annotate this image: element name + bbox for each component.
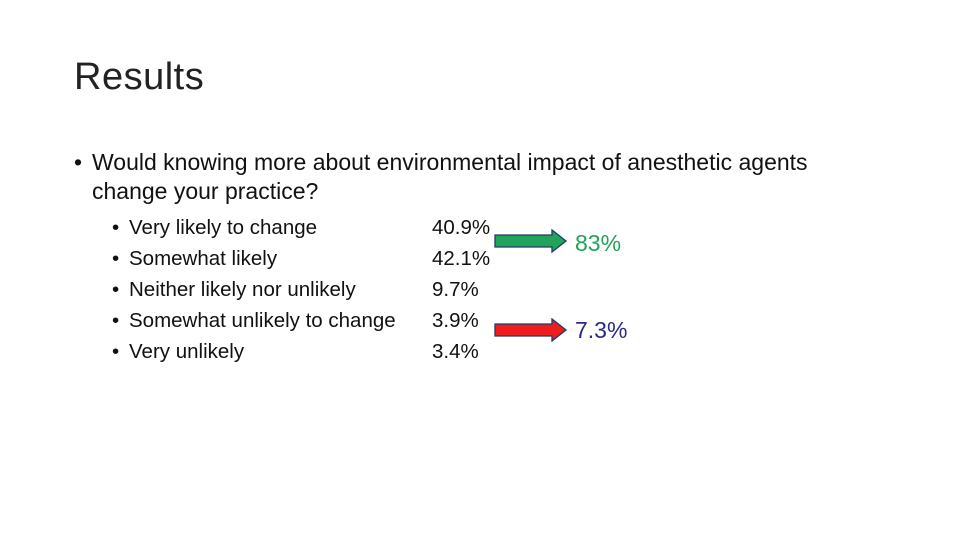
slide-title: Results: [74, 56, 205, 98]
right-arrow-icon: [494, 229, 568, 253]
response-value: 40.9%: [432, 216, 491, 239]
response-value: 42.1%: [432, 247, 491, 270]
response-value: 3.4%: [432, 340, 479, 363]
response-label: Somewhat likely: [129, 247, 278, 270]
question-bullet-item: • Would knowing more about environmental…: [74, 148, 854, 206]
bullet-marker: •: [112, 247, 120, 270]
response-label: Very unlikely: [129, 340, 245, 363]
response-label: Neither likely nor unlikely: [129, 278, 356, 301]
right-arrow-icon: [494, 318, 568, 342]
bullet-marker: •: [112, 278, 120, 301]
bullet-marker: •: [112, 340, 120, 363]
response-label: Somewhat unlikely to change: [129, 309, 396, 332]
response-value: 9.7%: [432, 278, 479, 301]
response-value: 3.9%: [432, 309, 479, 332]
likely-total: 83%: [575, 230, 622, 256]
response-label: Very likely to change: [129, 216, 318, 239]
bullet-marker: •: [112, 216, 120, 239]
bullet-marker: •: [112, 309, 120, 332]
question-text: Would knowing more about environmental i…: [92, 149, 808, 204]
bullet-marker: •: [74, 149, 83, 175]
unlikely-total: 7.3%: [575, 317, 628, 343]
